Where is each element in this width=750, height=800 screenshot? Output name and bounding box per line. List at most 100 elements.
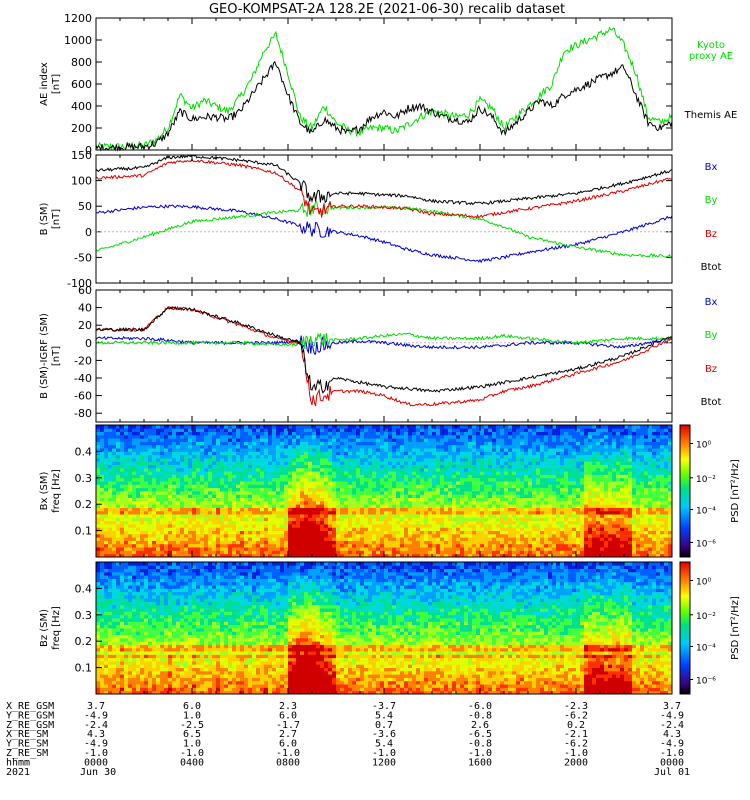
spectrogram-cell xyxy=(132,494,137,498)
spectrogram-cell xyxy=(288,481,293,485)
spectrogram-cell xyxy=(168,467,173,472)
spectrogram-cell xyxy=(124,458,129,462)
spectrogram-cell xyxy=(432,448,437,452)
spectrogram-cell xyxy=(444,530,449,535)
spectrogram-cell xyxy=(240,428,245,432)
spectrogram-cell xyxy=(120,487,125,492)
y-axis-label-line2: [nT] xyxy=(51,346,62,366)
spectrogram-cell xyxy=(244,484,249,489)
spectrogram-cell xyxy=(348,438,353,442)
spectrogram-cell xyxy=(472,550,477,555)
spectrogram-cell xyxy=(472,454,477,459)
spectrogram-cell xyxy=(360,530,365,535)
spectrogram-cell xyxy=(240,451,245,456)
spectrogram-cell xyxy=(260,448,265,452)
spectrogram-cell xyxy=(556,537,561,541)
spectrogram-cell xyxy=(268,454,273,459)
spectrogram-cell xyxy=(116,434,121,439)
spectrogram-cell xyxy=(380,448,385,452)
spectrogram-cell xyxy=(536,553,541,558)
spectrogram-cell xyxy=(160,428,165,432)
spectrogram-cell xyxy=(216,550,221,555)
spectrogram-cell xyxy=(236,500,241,505)
spectrogram-cell xyxy=(324,474,329,479)
spectrogram-cell xyxy=(540,441,545,446)
spectrogram-cell xyxy=(368,451,373,456)
spectrogram-cell xyxy=(556,517,561,522)
spectrogram-cell xyxy=(332,514,337,518)
spectrogram-cell xyxy=(468,444,473,449)
spectrogram-cell xyxy=(540,507,545,512)
spectrogram-cell xyxy=(560,464,565,469)
spectrogram-cell xyxy=(428,543,433,548)
spectrogram-cell xyxy=(392,533,397,538)
spectrogram-cell xyxy=(316,431,321,436)
spectrogram-cell xyxy=(532,507,537,512)
spectrogram-cell xyxy=(400,431,405,436)
spectrogram-cell xyxy=(488,500,493,505)
spectrogram-cell xyxy=(212,510,217,515)
spectrogram-cell xyxy=(484,504,489,508)
spectrogram-cell xyxy=(512,504,517,508)
spectrogram-cell xyxy=(476,461,481,465)
spectrogram-cell xyxy=(460,520,465,525)
spectrogram-cell xyxy=(412,497,417,502)
spectrogram-cell xyxy=(508,543,513,548)
spectrogram-cell xyxy=(372,514,377,518)
spectrogram-cell xyxy=(280,477,285,482)
spectrogram-cell xyxy=(468,438,473,442)
spectrogram-cell xyxy=(412,484,417,489)
spectrogram-cell xyxy=(308,507,313,512)
spectrogram-cell xyxy=(508,481,513,485)
spectrogram-cell xyxy=(368,441,373,446)
spectrogram-cell xyxy=(444,425,449,429)
spectrogram-cell xyxy=(272,500,277,505)
spectrogram-cell xyxy=(312,454,317,459)
spectrogram-cell xyxy=(264,454,269,459)
spectrogram-cell xyxy=(200,461,205,465)
spectrogram-cell xyxy=(280,543,285,548)
spectrogram-cell xyxy=(536,491,541,495)
spectrogram-cell xyxy=(448,530,453,535)
spectrogram-cell xyxy=(536,514,541,518)
spectrogram-cell xyxy=(464,438,469,442)
spectrogram-cell xyxy=(204,425,209,429)
spectrogram-cell xyxy=(244,434,249,439)
spectrogram-cell xyxy=(272,517,277,522)
spectrogram-cell xyxy=(540,520,545,525)
spectrogram-cell xyxy=(448,514,453,518)
spectrogram-cell xyxy=(116,464,121,469)
spectrogram-cell xyxy=(332,438,337,442)
spectrogram-cell xyxy=(252,454,257,459)
spectrogram-cell xyxy=(192,550,197,555)
spectrogram-cell xyxy=(184,487,189,492)
spectrogram-cell xyxy=(216,504,221,508)
spectrogram-cell xyxy=(464,481,469,485)
spectrogram-cell xyxy=(496,504,501,508)
spectrogram-cell xyxy=(220,494,225,498)
spectrogram-cell xyxy=(164,497,169,502)
spectrogram-cell xyxy=(236,428,241,432)
spectrogram-cell xyxy=(144,454,149,459)
spectrogram-cell xyxy=(528,527,533,531)
spectrogram-cell xyxy=(112,533,117,538)
spectrogram-cell xyxy=(328,553,333,558)
spectrogram-cell xyxy=(340,550,345,555)
spectrogram-cell xyxy=(140,524,145,528)
spectrogram-cell xyxy=(496,464,501,469)
spectrogram-cell xyxy=(508,461,513,465)
spectrogram-cell xyxy=(384,520,389,525)
spectrogram-cell xyxy=(100,461,105,465)
spectrogram-cell xyxy=(556,510,561,515)
spectrogram-cell xyxy=(324,428,329,432)
spectrogram-cell xyxy=(440,510,445,515)
spectrogram-cell xyxy=(520,474,525,479)
spectrogram-cell xyxy=(156,434,161,439)
spectrogram-cell xyxy=(256,451,261,456)
spectrogram-cell xyxy=(108,434,113,439)
spectrogram-cell xyxy=(348,510,353,515)
spectrogram-cell xyxy=(524,477,529,482)
spectrogram-cell xyxy=(232,451,237,456)
spectrogram-cell xyxy=(260,461,265,465)
spectrogram-cell xyxy=(152,425,157,429)
